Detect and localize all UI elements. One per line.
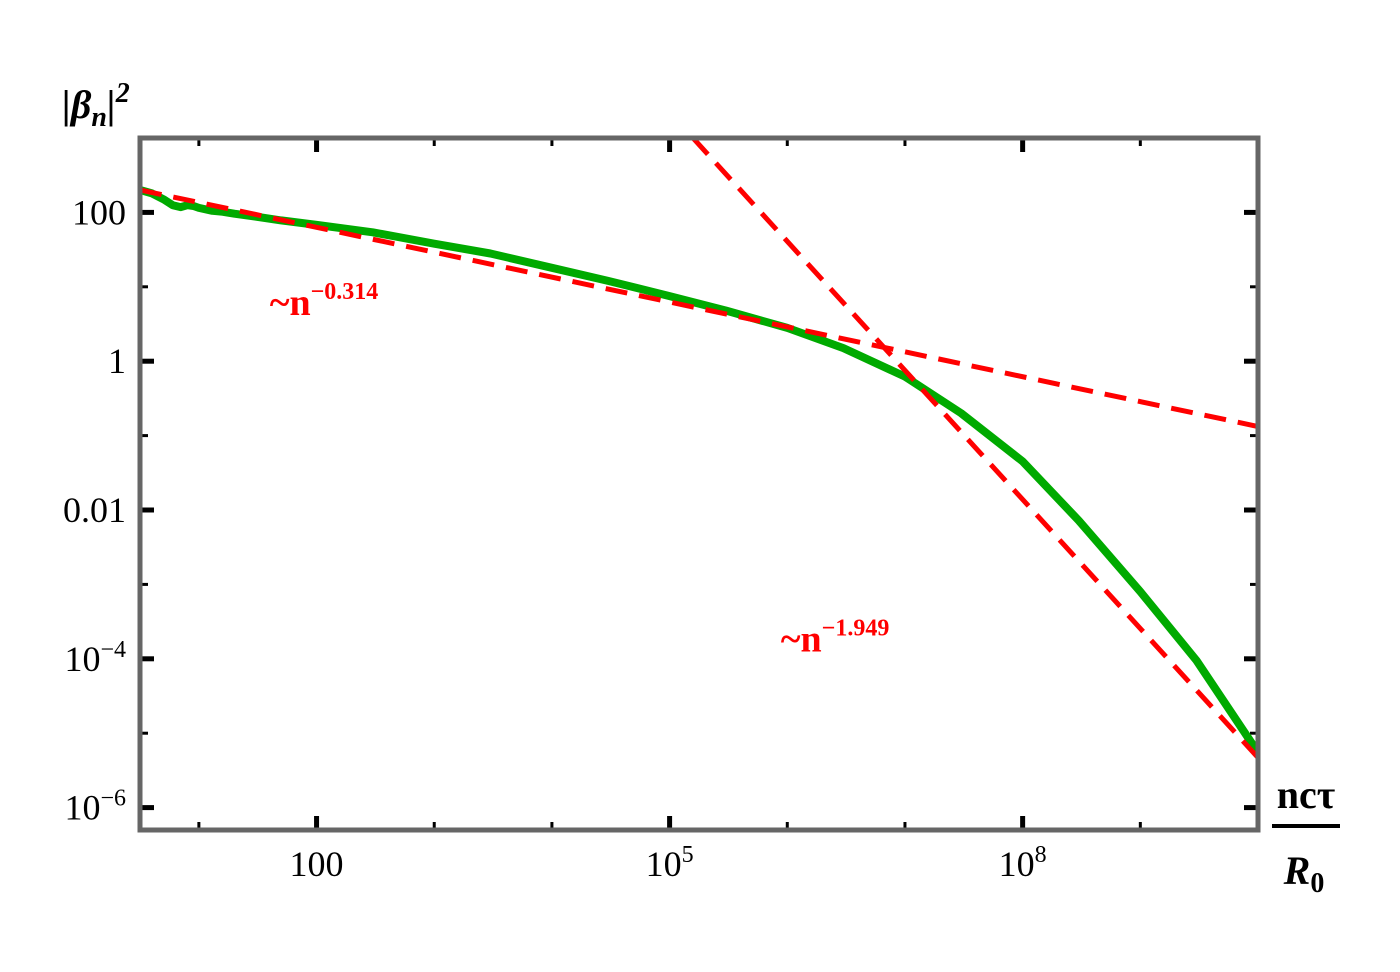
plot-frame <box>137 135 1261 833</box>
x-tick-label: 108 <box>999 842 1047 884</box>
x-label-numerator: ncτ <box>1277 772 1335 817</box>
y-label-superscript: 2 <box>115 78 130 109</box>
plot-area <box>137 135 1261 833</box>
annotation-exponent: −1.949 <box>822 616 890 642</box>
y-tick-label: 0.01 <box>63 490 126 530</box>
y-tick-label: 100 <box>72 192 126 232</box>
annotation-slope-0314: ~n−0.314 <box>270 279 379 324</box>
y-axis-label: |βn|2 <box>62 78 130 133</box>
x-axis-label: ncτ R0 <box>1272 772 1340 899</box>
y-label-bar: | <box>107 82 116 127</box>
annotations: ~n−0.314 ~n−1.949 <box>270 279 890 661</box>
annotation-text: ~n <box>781 619 822 661</box>
annotation-text: ~n <box>270 282 311 324</box>
x-label-den-subscript: 0 <box>1310 868 1324 899</box>
axis-ticks <box>140 138 1258 830</box>
series-group <box>140 138 1258 760</box>
annotation-exponent: −0.314 <box>311 279 379 305</box>
y-label-symbol: β <box>69 82 92 127</box>
y-label-bar: | <box>62 82 71 127</box>
tick-labels: 100 105 108 100 1 0.01 10−4 10−6 <box>63 192 1047 884</box>
series-line-0 <box>140 186 1258 757</box>
series-line-2 <box>691 138 1258 760</box>
x-tick-label: 100 <box>290 844 344 884</box>
x-tick-label: 105 <box>646 842 694 884</box>
y-tick-label: 10−6 <box>64 786 126 828</box>
y-tick-label: 10−4 <box>64 637 126 679</box>
x-label-den-symbol: R <box>1283 848 1311 893</box>
y-label-subscript: n <box>91 102 107 133</box>
y-tick-label: 1 <box>108 341 126 381</box>
x-label-denominator: R0 <box>1283 848 1325 899</box>
series-line-1 <box>140 187 1258 429</box>
annotation-slope-1949: ~n−1.949 <box>781 616 890 661</box>
